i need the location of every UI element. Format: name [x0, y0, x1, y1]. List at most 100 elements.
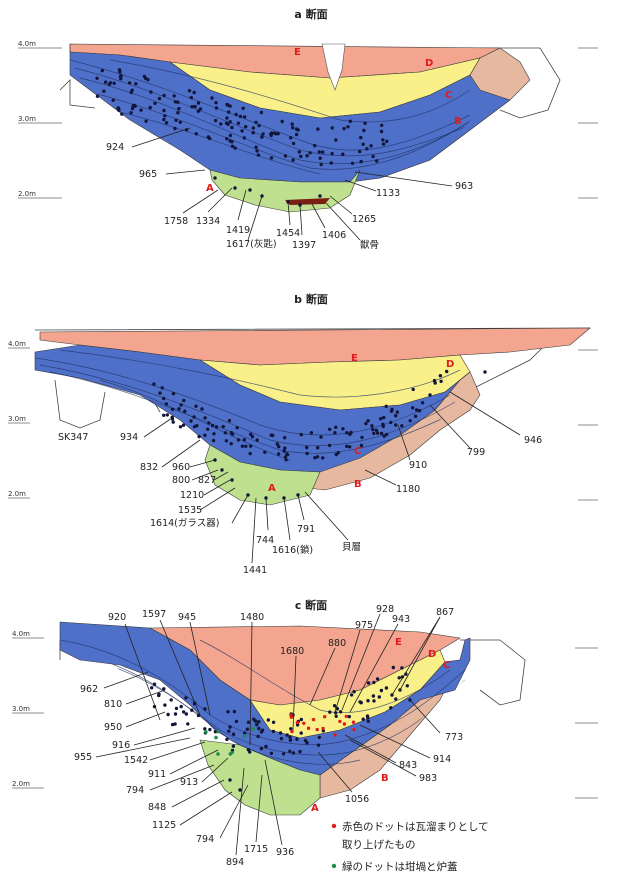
- find-dot: [203, 707, 207, 711]
- find-dot: [248, 750, 252, 754]
- find-dot: [275, 442, 279, 446]
- find-label: 1680: [280, 646, 304, 657]
- find-dot: [315, 727, 319, 732]
- find-dot: [223, 431, 228, 435]
- find-label: 934: [120, 432, 138, 443]
- find-dot: [238, 114, 243, 119]
- find-dot: [371, 694, 376, 698]
- find-dot: [203, 416, 207, 420]
- layer-label-d: D: [446, 359, 454, 370]
- find-dot: [283, 446, 287, 450]
- find-dot: [182, 710, 186, 714]
- find-dot: [400, 424, 404, 428]
- find-dot: [394, 697, 398, 701]
- find-dot: [166, 712, 170, 717]
- find-dot: [216, 752, 220, 756]
- find-dot: [288, 735, 292, 739]
- find-dot: [184, 712, 188, 716]
- depth-label: 2.0m: [12, 780, 30, 788]
- find-dot: [230, 125, 234, 130]
- find-dot: [174, 118, 178, 123]
- find-dot: [319, 435, 323, 439]
- find-dot: [381, 142, 386, 146]
- find-dot: [381, 424, 385, 429]
- find-dot: [306, 726, 311, 730]
- find-dot: [244, 444, 248, 448]
- find-dot: [366, 719, 370, 723]
- find-dot: [249, 432, 253, 436]
- find-dot: [229, 442, 233, 446]
- find-dot: [108, 81, 113, 85]
- find-dot: [221, 424, 225, 429]
- find-dot: [362, 128, 366, 133]
- find-dot: [305, 451, 309, 456]
- find-dot: [366, 699, 370, 703]
- section-b-title: b 断面: [294, 292, 328, 306]
- find-dot: [208, 727, 212, 732]
- find-dot: [299, 731, 303, 735]
- find-dot: [211, 438, 216, 443]
- find-label: 1597: [142, 609, 166, 620]
- section-a-labels: 924 965 1758 1334 1419 1617(灰匙) 1454 139…: [106, 127, 473, 251]
- find-dot: [408, 419, 412, 423]
- find-label: 960: [172, 462, 190, 473]
- find-dot: [366, 716, 370, 720]
- find-label: 800: [172, 475, 190, 486]
- find-dot: [150, 686, 154, 690]
- find-dot: [118, 70, 122, 74]
- find-dot: [439, 379, 443, 383]
- find-dot: [308, 151, 312, 155]
- find-dot: [321, 456, 325, 460]
- depth-label: 2.0m: [8, 490, 26, 498]
- find-dot: [173, 722, 177, 726]
- find-dot: [216, 729, 220, 734]
- find-dot: [192, 415, 196, 419]
- find-label: 794: [126, 785, 144, 796]
- find-dot: [119, 74, 123, 78]
- find-label: 1616(鎖): [272, 544, 313, 556]
- find-dot: [269, 156, 274, 160]
- find-dot: [400, 666, 404, 670]
- find-dot: [173, 126, 177, 131]
- find-dot: [127, 81, 132, 85]
- find-dot: [228, 778, 232, 782]
- find-dot: [233, 146, 237, 150]
- find-dot: [251, 727, 255, 731]
- find-label: 791: [297, 524, 315, 535]
- find-dot: [433, 381, 437, 385]
- find-dot: [316, 743, 321, 747]
- layer-a: [204, 444, 321, 506]
- find-dot: [316, 446, 320, 450]
- find-dot: [313, 456, 317, 460]
- find-label: 810: [104, 699, 122, 710]
- find-label: 950: [104, 722, 122, 733]
- find-dot: [226, 710, 230, 714]
- layer-label-e: E: [351, 353, 358, 364]
- find-dot: [206, 135, 210, 139]
- find-dot: [260, 728, 265, 732]
- find-dot: [375, 159, 379, 163]
- find-dot: [379, 431, 384, 436]
- find-dot: [178, 425, 183, 429]
- find-dot: [112, 81, 116, 86]
- find-dot: [316, 127, 320, 131]
- find-dot: [391, 665, 395, 670]
- find-dot: [366, 419, 370, 423]
- section-c-dots: [150, 665, 412, 792]
- layer-a: [199, 739, 321, 816]
- find-dot: [445, 369, 449, 374]
- find-dot: [385, 139, 389, 143]
- find-label: 928: [376, 604, 394, 615]
- find-dot: [200, 407, 204, 411]
- find-dot: [157, 96, 162, 101]
- depth-label: 4.0m: [12, 630, 30, 638]
- find-dot: [348, 445, 352, 449]
- find-dot: [277, 444, 281, 449]
- find-label: 1406: [322, 230, 346, 241]
- find-dot: [338, 710, 343, 714]
- find-dot: [251, 131, 255, 135]
- section-a: a 断面 4.0m 3.0m 2.0m: [18, 7, 598, 251]
- find-dot: [382, 434, 386, 438]
- find-dot: [318, 156, 322, 160]
- find-dot: [389, 420, 393, 425]
